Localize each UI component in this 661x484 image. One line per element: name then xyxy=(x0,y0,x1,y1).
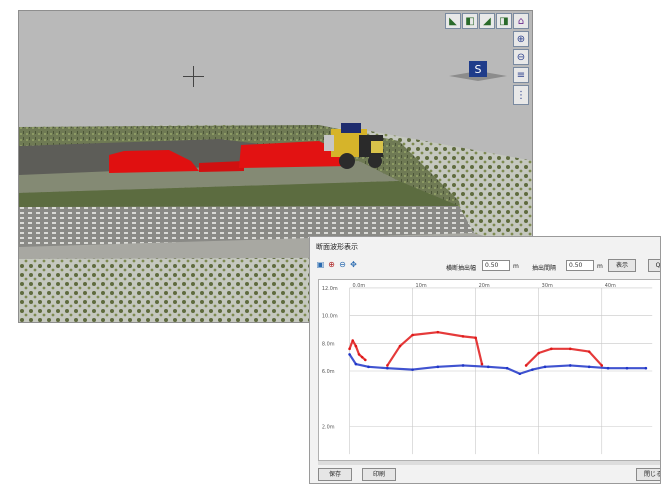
profile-toolbar: ▣ ⊕ ⊖ ✥ 横断抽出幅 0.50 m 抽出間隔 0.50 m 表示 Q xyxy=(310,256,660,276)
print-button[interactable]: 印刷 xyxy=(362,468,396,481)
zoom-out-icon[interactable]: ⊖ xyxy=(513,49,529,65)
crosshair xyxy=(183,66,204,87)
data-point xyxy=(474,336,477,340)
zoom-out-icon[interactable]: ⊖ xyxy=(339,260,346,269)
field2-input[interactable]: 0.50 xyxy=(566,260,594,271)
field1-unit: m xyxy=(513,263,519,270)
data-point xyxy=(486,365,490,369)
pan-icon[interactable]: ✥ xyxy=(350,260,357,269)
select-icon[interactable]: ▣ xyxy=(316,260,325,269)
field2-label: 抽出間隔 xyxy=(532,265,557,272)
y-tick-label: 6.0m xyxy=(322,369,335,375)
side-toolbar: ⌂ ⊕ ⊖ ≡ ⋮ xyxy=(513,13,529,105)
view-left-icon[interactable]: ◣ xyxy=(445,13,461,29)
profile-bottom-bar: 保存 印刷 閉じる xyxy=(310,465,660,483)
zoom-in-icon[interactable]: ⊕ xyxy=(328,260,335,269)
view-front-icon[interactable]: ◧ xyxy=(462,13,478,29)
field1-input[interactable]: 0.50 xyxy=(482,260,510,271)
data-point xyxy=(644,366,648,370)
series-line xyxy=(386,331,484,367)
data-point xyxy=(543,365,547,369)
data-point xyxy=(587,350,591,353)
home-icon[interactable]: ⌂ xyxy=(513,13,529,29)
data-point xyxy=(386,366,389,370)
data-point xyxy=(568,347,572,351)
save-button[interactable]: 保存 xyxy=(318,468,352,481)
data-point xyxy=(480,362,484,366)
settings-icon[interactable]: ⋮ xyxy=(513,85,529,105)
series-line xyxy=(525,347,603,367)
window-title: 断面波形表示 xyxy=(316,243,358,251)
data-point xyxy=(436,330,440,334)
data-point xyxy=(386,364,389,367)
data-point xyxy=(568,364,572,367)
data-point xyxy=(360,355,364,359)
data-point xyxy=(537,351,540,355)
field1-label: 横断抽出幅 xyxy=(446,265,477,272)
data-point xyxy=(436,365,440,369)
data-point xyxy=(518,372,522,376)
y-tick-label: 10.0m xyxy=(322,314,338,320)
show-button[interactable]: 表示 xyxy=(608,259,636,272)
data-point xyxy=(531,368,534,371)
layers-icon[interactable]: ≡ xyxy=(513,67,529,83)
data-point xyxy=(524,364,528,367)
data-point xyxy=(587,365,591,369)
data-point xyxy=(348,353,351,356)
data-point xyxy=(550,347,553,351)
zoom-in-icon[interactable]: ⊕ xyxy=(513,31,529,47)
x-tick-label: 30m xyxy=(542,283,553,289)
y-tick-label: 2.0m xyxy=(322,424,335,430)
data-point xyxy=(411,333,414,337)
data-point xyxy=(505,366,509,370)
query-button[interactable]: Q xyxy=(648,259,660,272)
profile-window[interactable]: 断面波形表示 ▣ ⊕ ⊖ ✥ 横断抽出幅 0.50 m 抽出間隔 0.50 m … xyxy=(309,236,661,484)
data-point xyxy=(351,339,354,342)
data-point xyxy=(354,362,358,366)
data-point xyxy=(367,365,370,369)
horizontal-scrollbar[interactable] xyxy=(318,461,660,465)
data-point xyxy=(600,364,604,367)
y-tick-label: 12.0m xyxy=(322,286,338,292)
x-tick-label: 0.0m xyxy=(353,283,366,289)
compass-widget[interactable]: S xyxy=(449,59,507,85)
x-tick-label: 20m xyxy=(479,283,490,289)
view-back-icon[interactable]: ◨ xyxy=(496,13,512,29)
field2-unit: m xyxy=(597,263,603,270)
view-toolbar: ◣ ◧ ◢ ◨ xyxy=(445,13,512,29)
data-point xyxy=(357,353,361,356)
data-point xyxy=(398,344,402,348)
profile-plot[interactable]: 0.0m 10m 20m 30m 40m 12.0m 10.0m 8.0m 6.0m 2.0m xyxy=(318,279,661,461)
data-point xyxy=(461,335,465,338)
compass-label: S xyxy=(475,63,482,76)
data-point xyxy=(461,364,465,367)
x-tick-label: 40m xyxy=(605,283,616,289)
data-point xyxy=(606,366,610,370)
data-point xyxy=(411,368,414,371)
y-tick-label: 8.0m xyxy=(322,341,335,347)
view-right-icon[interactable]: ◢ xyxy=(479,13,495,29)
x-tick-label: 10m xyxy=(416,283,427,289)
data-point xyxy=(354,344,358,348)
data-point xyxy=(364,358,367,362)
data-point xyxy=(348,347,351,351)
close-button[interactable]: 閉じる xyxy=(636,468,660,481)
data-point xyxy=(625,366,629,370)
